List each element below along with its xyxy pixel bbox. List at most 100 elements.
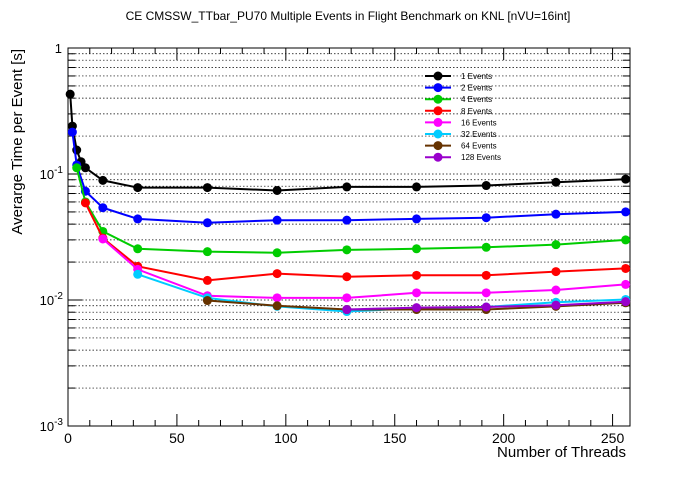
data-point [551,300,561,310]
x-tick-label: 100 [274,430,298,446]
data-point [272,293,282,303]
data-point [551,285,561,295]
series-line [71,131,626,224]
series-128-events [342,297,631,315]
data-point [80,198,90,208]
data-point [72,163,82,173]
y-tick-label: 10-1 [40,165,64,182]
data-point [412,303,422,313]
legend-entry: 16 Events [425,117,497,127]
legend-entry: 8 Events [425,106,492,116]
data-point [412,288,422,298]
legend-label: 2 Events [461,84,492,93]
data-point [551,267,561,277]
data-point [621,174,631,184]
legend-swatch-marker [433,117,443,127]
data-point [551,209,561,219]
y-tick-label: 10-3 [40,417,64,434]
data-point [342,272,352,282]
x-tick-label: 200 [492,430,516,446]
y-axis-label: Averarge Time per Event [s] [9,49,26,235]
data-point [481,181,491,191]
data-point [481,242,491,252]
data-point [342,305,352,315]
legend-swatch-marker [433,94,443,104]
legend-label: 1 Events [461,72,492,81]
data-point [621,279,631,289]
data-point [272,301,282,311]
data-point [80,163,90,173]
data-point [412,270,422,280]
data-point [202,275,212,285]
x-tick-label: 250 [601,430,625,446]
data-point [133,269,143,279]
data-point [481,302,491,312]
x-tick-label: 50 [169,430,185,446]
data-point [621,297,631,307]
data-point [202,183,212,193]
data-point [481,288,491,298]
legend-swatch-marker [433,141,443,151]
legend-swatch-marker [433,71,443,81]
series-4-events [72,163,631,258]
legend-entry: 32 Events [425,129,497,139]
data-point [412,182,422,192]
data-point [67,127,77,137]
data-point [202,247,212,257]
legend-swatch-marker [433,106,443,116]
data-point [202,218,212,228]
plot-frame [67,47,631,427]
data-point [621,207,631,217]
y-tick-label: 1 [55,41,62,56]
x-axis-label: Number of Threads [497,444,626,461]
data-point [272,269,282,279]
legend-entry: 4 Events [425,94,492,104]
legend-label: 32 Events [461,130,497,139]
legend-entry: 2 Events [425,83,492,93]
data-point [133,183,143,193]
data-point [551,240,561,250]
legend-label: 64 Events [461,142,497,151]
data-point [133,214,143,224]
data-point [272,215,282,225]
legend-swatch-marker [433,129,443,139]
series-2-events [67,127,631,228]
data-point [412,244,422,254]
data-point [98,234,108,244]
legend-label: 8 Events [461,107,492,116]
data-point [481,270,491,280]
legend-label: 128 Events [461,153,501,162]
legend: 1 Events 2 Events 4 Events 8 Events 16 Event… [425,71,501,162]
series-line [84,202,626,282]
data-point [133,244,143,254]
data-point [342,182,352,192]
legend-swatch-marker [433,152,443,162]
data-point [551,177,561,187]
data-point [272,248,282,258]
chart-title: CE CMSSW_TTbar_PU70 Multiple Events in F… [126,9,571,23]
x-tick-label: 150 [383,430,407,446]
y-tick-label: 10-2 [40,291,64,308]
legend-entry: 1 Events [425,71,492,81]
data-series [65,89,631,317]
legend-swatch-marker [433,83,443,93]
data-point [342,245,352,255]
data-point [342,293,352,303]
data-point [621,263,631,273]
data-point [98,203,108,213]
data-point [65,89,75,99]
legend-entry: 64 Events [425,141,497,151]
legend-label: 16 Events [461,118,497,127]
axes: 10-3 10-2 10-1 1 0 50 100 150 200 250 [40,41,631,446]
legend-label: 4 Events [461,95,492,104]
data-point [412,214,422,224]
x-tick-label: 0 [64,430,72,446]
legend-entry: 128 Events [425,152,501,162]
data-point [202,296,212,306]
data-point [98,175,108,185]
data-point [621,235,631,245]
data-point [481,213,491,223]
